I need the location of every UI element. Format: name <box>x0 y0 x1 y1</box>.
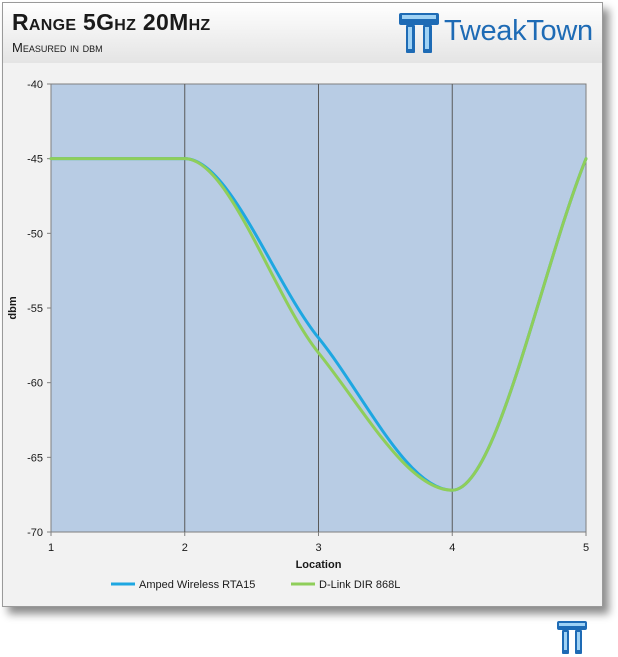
x-tick-label: 3 <box>315 542 321 554</box>
y-tick-label: -70 <box>27 527 43 539</box>
chart-header: Range 5Ghz 20Mhz Measured in dbm TweakTo… <box>3 3 602 63</box>
y-tick-label: -55 <box>27 303 43 315</box>
y-tick-label: -60 <box>27 378 43 390</box>
tweaktown-watermark-icon <box>557 621 587 654</box>
series-line-2 <box>49 157 588 492</box>
y-axis-title: dbm <box>7 296 19 319</box>
chart-subtitle: Measured in dbm <box>12 40 103 55</box>
x-axis-title: Location <box>296 559 342 571</box>
legend-label-2: D-Link DIR 868L <box>319 579 400 591</box>
line-chart: -40 -45 -50 -55 -60 -65 -70 1 2 3 4 5 Location dbm Amp… <box>7 79 589 591</box>
x-tick-label: 1 <box>48 542 54 554</box>
y-tick-label: -50 <box>27 228 43 240</box>
chart-title: Range 5Ghz 20Mhz <box>12 9 211 35</box>
chart-frame: Range 5Ghz 20Mhz Measured in dbm TweakTo… <box>2 2 603 654</box>
y-tick-label: -40 <box>27 79 43 91</box>
chart-area: -40 -45 -50 -55 -60 -65 -70 1 2 3 4 5 Location dbm Amp… <box>3 63 602 654</box>
x-tick-label: 4 <box>449 542 455 554</box>
y-tick-label: -65 <box>27 452 43 464</box>
legend-label-1: Amped Wireless RTA15 <box>139 579 255 591</box>
x-tick-label: 2 <box>182 542 188 554</box>
brand-name: TweakTown <box>444 15 593 47</box>
x-tick-label: 5 <box>583 542 589 554</box>
y-tick-label: -45 <box>27 154 43 166</box>
tweaktown-logo: TweakTown <box>397 9 601 57</box>
tweaktown-logo-icon <box>399 13 439 53</box>
